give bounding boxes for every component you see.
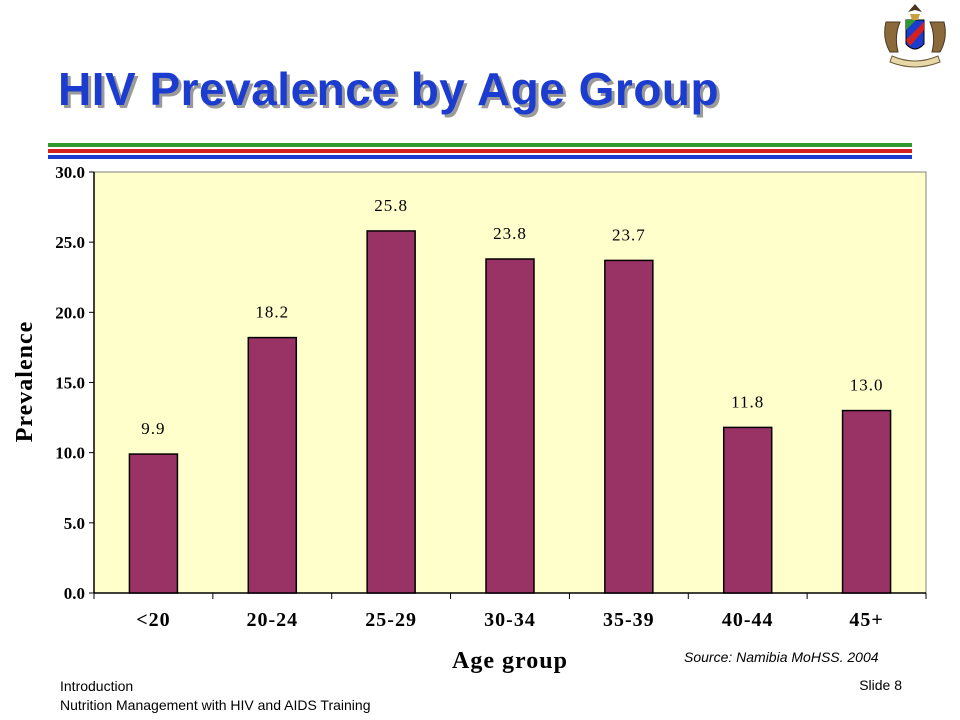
y-tick-label: 25.0 [55,233,85,252]
y-axis-title: Prevalence [12,321,38,443]
y-axis: 0.0 5.0 10.0 15.0 20.0 25.0 30.0 [55,163,95,603]
bar [604,259,654,594]
data-label: 9.9 [141,419,165,438]
bar [722,426,773,594]
x-axis-title: Age group [452,648,568,674]
bar [485,258,535,594]
source-note: Source: Namibia MoHSS. 2004 [684,649,879,665]
x-tick-label: 25-29 [365,609,417,631]
x-tick-label: 45+ [849,609,883,631]
bars [128,230,892,594]
data-labels: 9.9 18.2 25.8 23.8 23.7 11.8 13.0 [141,196,884,438]
x-tick-label: 40-44 [722,609,774,631]
x-tick-label: 30-34 [484,609,536,631]
header-rule-blue [48,155,912,159]
header-rule-green [48,143,912,147]
footer-left: Introduction Nutrition Management with H… [60,677,371,715]
slide-title: HIV Prevalence by Age Group [58,63,720,115]
footer-section: Introduction [60,678,134,694]
x-tick-label: 20-24 [246,609,298,631]
bar [366,230,416,594]
y-tick-label: 10.0 [55,444,85,463]
x-axis: <20 20-24 25-29 30-34 35-39 40-44 45+ [93,592,927,631]
y-tick-label: 20.0 [55,303,85,322]
data-label: 23.7 [612,225,646,244]
bar [128,453,179,594]
header-rule-red [48,149,912,153]
bar [247,336,298,594]
x-tick-label: 35-39 [603,609,655,631]
y-tick-label: 15.0 [55,374,85,393]
y-tick-label: 5.0 [64,514,85,533]
data-label: 13.0 [850,376,884,395]
data-label: 23.8 [493,224,527,243]
coat-of-arms-emblem [884,4,946,68]
data-label: 25.8 [374,196,408,215]
x-tick-label: <20 [136,609,170,631]
y-tick-label: 0.0 [64,584,85,603]
bar [841,409,892,594]
y-tick-label: 30.0 [55,163,85,182]
data-label: 18.2 [255,303,289,322]
footer-course: Nutrition Management with HIV and AIDS T… [60,697,371,713]
data-label: 11.8 [731,392,764,411]
slide-number: Slide 8 [859,677,902,693]
